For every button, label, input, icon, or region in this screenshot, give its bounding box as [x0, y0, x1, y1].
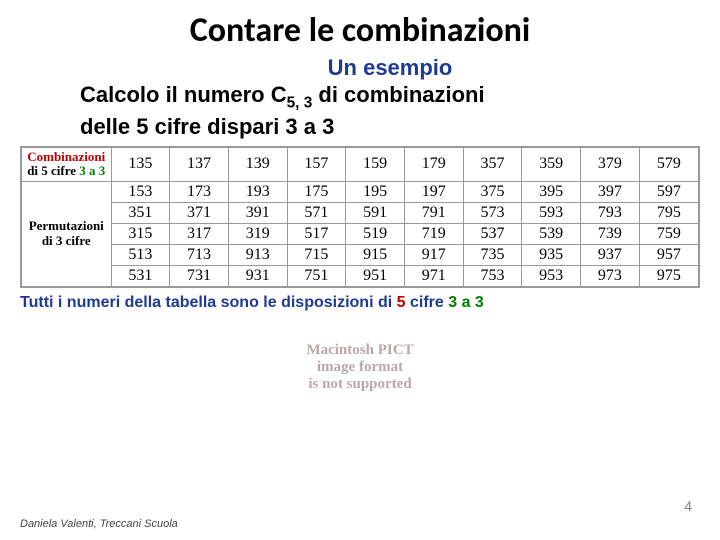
perm-cell: 975: [639, 265, 699, 287]
combo-cell: 579: [639, 147, 699, 181]
combo-cell: 159: [346, 147, 405, 181]
table-row: Combinazioni di 5 cifre 3 a 3 135 137 13…: [21, 147, 699, 181]
pict-l1: Macintosh PICT: [306, 342, 413, 358]
perm-cell: 319: [228, 223, 287, 244]
footer-author: Daniela Valenti, Treccani Scuola: [20, 518, 178, 530]
perm-cell: 937: [581, 244, 640, 265]
hdr-perm-a: Permutazioni: [29, 218, 104, 233]
perm-cell: 791: [404, 202, 463, 223]
perm-cell: 759: [639, 223, 699, 244]
hdr-combi: Combinazioni: [27, 149, 105, 164]
perm-cell: 753: [463, 265, 522, 287]
hdr-combi-b-pre: di 5 cifre: [27, 163, 79, 178]
perm-cell: 317: [170, 223, 229, 244]
perm-cell: 913: [228, 244, 287, 265]
combo-cell: 135: [111, 147, 170, 181]
subtitle-l2-pre: Calcolo il numero C: [80, 82, 287, 107]
caption-red: 5: [397, 294, 406, 311]
perm-cell: 739: [581, 223, 640, 244]
perm-cell: 375: [463, 181, 522, 202]
perm-cell: 735: [463, 244, 522, 265]
perm-cell: 153: [111, 181, 170, 202]
perm-cell: 517: [287, 223, 346, 244]
combo-cell: 357: [463, 147, 522, 181]
perm-cell: 795: [639, 202, 699, 223]
perm-cell: 397: [581, 181, 640, 202]
perm-cell: 193: [228, 181, 287, 202]
subtitle-l2-sub: 5, 3: [287, 94, 313, 111]
subtitle-line1: Un esempio: [80, 55, 700, 81]
caption-green: 3 a 3: [448, 294, 484, 311]
combo-cell: 379: [581, 147, 640, 181]
pict-l2: image format: [317, 359, 403, 375]
perm-cell: 719: [404, 223, 463, 244]
perm-cell: 751: [287, 265, 346, 287]
perm-cell: 395: [522, 181, 581, 202]
perm-cell: 195: [346, 181, 405, 202]
combo-cell: 157: [287, 147, 346, 181]
combinations-table: Combinazioni di 5 cifre 3 a 3 135 137 13…: [20, 146, 700, 288]
table-row: 315 317 319 517 519 719 537 539 739 759: [21, 223, 699, 244]
perm-cell: 917: [404, 244, 463, 265]
perm-cell: 931: [228, 265, 287, 287]
perm-cell: 531: [111, 265, 170, 287]
perm-cell: 973: [581, 265, 640, 287]
perm-cell: 731: [170, 265, 229, 287]
perm-cell: 957: [639, 244, 699, 265]
combo-cell: 137: [170, 147, 229, 181]
perm-cell: 793: [581, 202, 640, 223]
perm-cell: 539: [522, 223, 581, 244]
pict-l3: is not supported: [308, 376, 411, 392]
perm-cell: 513: [111, 244, 170, 265]
hdr-perm-b: di 3 cifre: [42, 233, 91, 248]
table-caption: Tutti i numeri della tabella sono le dis…: [20, 294, 700, 312]
perm-cell: 715: [287, 244, 346, 265]
table-row: 351 371 391 571 591 791 573 593 793 795: [21, 202, 699, 223]
table-row: Permutazioni di 3 cifre 153 173 193 175 …: [21, 181, 699, 202]
caption-pre: Tutti i numeri della tabella sono le dis…: [20, 294, 397, 311]
combo-cell: 139: [228, 147, 287, 181]
table-row: 531 731 931 751 951 971 753 953 973 975: [21, 265, 699, 287]
hdr-combi-b-green: 3 a 3: [79, 163, 105, 178]
perm-cell: 537: [463, 223, 522, 244]
perm-cell: 351: [111, 202, 170, 223]
perm-cell: 713: [170, 244, 229, 265]
subtitle-l3: delle 5 cifre dispari 3 a 3: [80, 114, 334, 139]
row-header-permutations: Permutazioni di 3 cifre: [21, 181, 111, 287]
perm-cell: 197: [404, 181, 463, 202]
perm-cell: 953: [522, 265, 581, 287]
pict-placeholder: Macintosh PICT image format is not suppo…: [20, 342, 700, 394]
perm-cell: 593: [522, 202, 581, 223]
perm-cell: 315: [111, 223, 170, 244]
perm-cell: 371: [170, 202, 229, 223]
perm-cell: 571: [287, 202, 346, 223]
subtitle-block: Un esempio Calcolo il numero C5, 3 di co…: [80, 55, 700, 140]
table-row: 513 713 913 715 915 917 735 935 937 957: [21, 244, 699, 265]
perm-cell: 951: [346, 265, 405, 287]
perm-cell: 935: [522, 244, 581, 265]
caption-mid2: cifre: [406, 294, 449, 311]
subtitle-line2-3: Calcolo il numero C5, 3 di combinazioni …: [80, 81, 700, 140]
perm-cell: 519: [346, 223, 405, 244]
perm-cell: 391: [228, 202, 287, 223]
perm-cell: 573: [463, 202, 522, 223]
slide-title: Contare le combinazioni: [20, 10, 700, 51]
page-number: 4: [684, 498, 692, 514]
subtitle-l2-post: di combinazioni: [312, 82, 484, 107]
perm-cell: 591: [346, 202, 405, 223]
slide: Contare le combinazioni Un esempio Calco…: [0, 0, 720, 540]
combo-cell: 359: [522, 147, 581, 181]
perm-cell: 597: [639, 181, 699, 202]
perm-cell: 175: [287, 181, 346, 202]
perm-cell: 971: [404, 265, 463, 287]
row-header-combinations: Combinazioni di 5 cifre 3 a 3: [21, 147, 111, 181]
combo-cell: 179: [404, 147, 463, 181]
perm-cell: 915: [346, 244, 405, 265]
perm-cell: 173: [170, 181, 229, 202]
